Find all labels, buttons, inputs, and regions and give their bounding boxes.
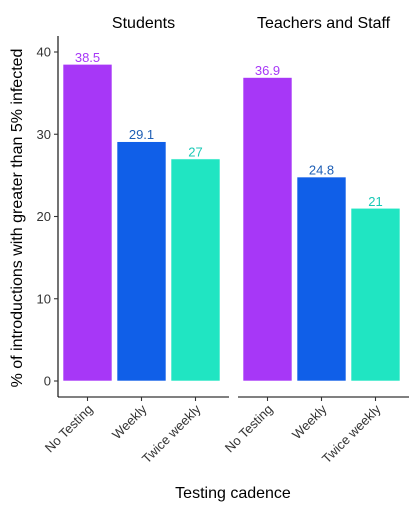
data-label: 38.5 — [75, 50, 100, 65]
y-tick-label: 0 — [44, 374, 51, 389]
bar — [170, 158, 221, 382]
x-tick-label: Weekly — [109, 401, 150, 442]
facets-layer: Students 38.5 No Testing 29.1 Weekly 27 Twice … — [42, 15, 409, 466]
x-tick-label: No Testing — [42, 402, 96, 456]
x-tick-label: Weekly — [289, 401, 330, 442]
bar — [296, 176, 347, 382]
x-tick-label: Twice weekly — [319, 401, 384, 466]
facet-title: Teachers and Staff — [257, 15, 391, 32]
x-axis-title: Testing cadence — [175, 485, 291, 502]
y-tick-label: 30 — [37, 127, 51, 142]
x-tick-label: Twice weekly — [139, 401, 204, 466]
y-tick-label: 10 — [37, 291, 51, 306]
facet-panel: Teachers and Staff 36.9 No Testing 24.8 Week… — [222, 15, 409, 466]
y-axis-title: % of introductions with greater than 5% … — [9, 49, 26, 388]
data-label: 24.8 — [309, 163, 334, 178]
y-axis: 0 10 20 30 40 — [37, 36, 59, 397]
bar — [116, 141, 167, 382]
data-label: 36.9 — [255, 63, 280, 78]
bar — [242, 77, 293, 382]
bar — [62, 64, 113, 382]
y-tick-label: 40 — [37, 45, 51, 60]
facet-title: Students — [112, 15, 175, 32]
facet-panel: Students 38.5 No Testing 29.1 Weekly 27 Twice … — [42, 15, 229, 466]
data-label: 21 — [368, 194, 382, 209]
data-label: 27 — [188, 144, 202, 159]
x-tick-label: No Testing — [222, 402, 276, 456]
y-tick-label: 20 — [37, 209, 51, 224]
data-label: 29.1 — [129, 127, 154, 142]
bar — [350, 207, 401, 382]
